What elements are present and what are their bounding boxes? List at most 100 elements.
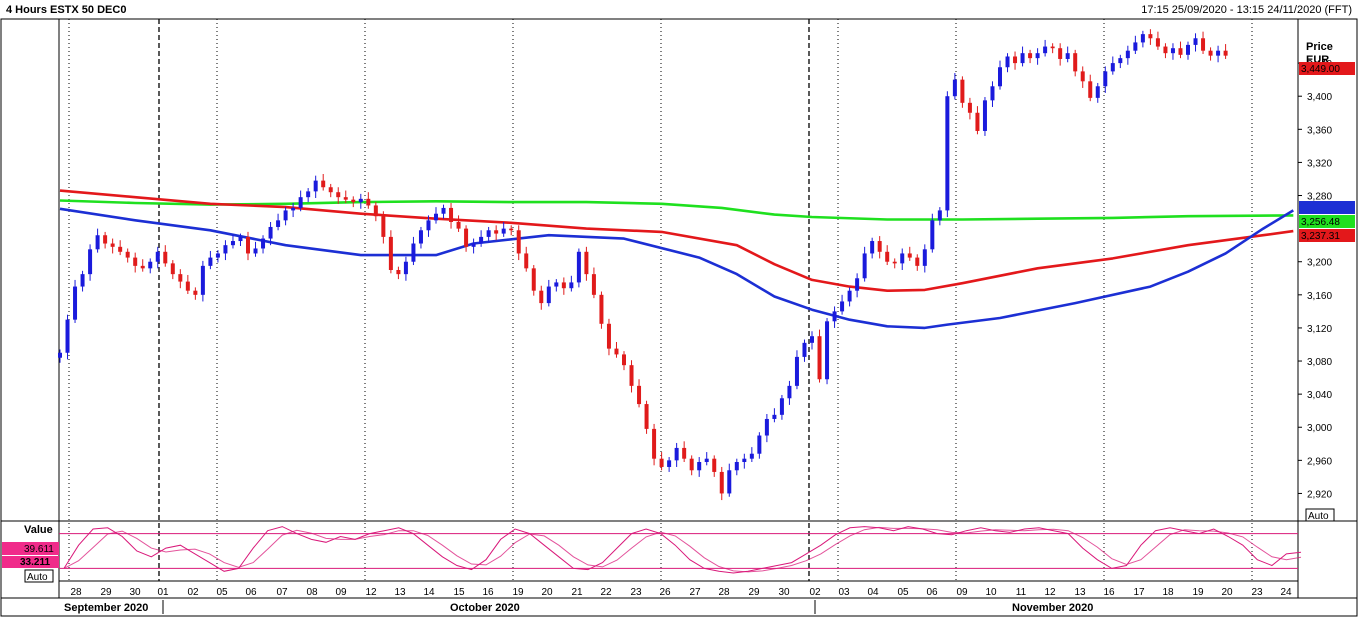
candle-up <box>1095 82 1100 103</box>
stochastic-pane <box>59 526 1302 574</box>
blue-ma-tag <box>1299 201 1355 214</box>
candle-body <box>351 199 356 203</box>
candle-up <box>546 279 551 307</box>
candle-body <box>1103 71 1108 87</box>
candle-down <box>163 245 168 267</box>
candles <box>58 29 1228 501</box>
price-tick-label: 3,080 <box>1307 357 1332 368</box>
indicator-auto-button[interactable]: Auto <box>24 569 54 583</box>
candle-up <box>704 452 709 466</box>
svg-text:Auto: Auto <box>27 572 48 583</box>
candle-body <box>1043 46 1048 54</box>
candle-body <box>358 198 363 203</box>
indicator-value-label: Value <box>24 524 53 536</box>
candle-down <box>1050 43 1055 54</box>
day-separators <box>68 19 1253 581</box>
day-label: 14 <box>423 587 435 598</box>
candle-up <box>58 349 62 363</box>
candle-body <box>772 414 777 419</box>
candle-body <box>952 79 957 97</box>
candle-up <box>418 226 423 249</box>
candle-down <box>1178 41 1183 59</box>
price-tick-label: 3,000 <box>1307 423 1332 434</box>
candle-body <box>1208 50 1213 56</box>
svg-text:Auto: Auto <box>1308 511 1329 522</box>
candle-up <box>982 97 987 136</box>
candle-body <box>757 435 762 454</box>
candle-down <box>185 274 190 294</box>
candle-up <box>945 91 950 218</box>
price-auto-button[interactable]: Auto <box>1305 508 1335 522</box>
candle-body <box>501 228 506 234</box>
candle-down <box>1163 43 1168 59</box>
candle-up <box>1125 45 1130 65</box>
candle-up <box>215 250 220 263</box>
candle-body <box>802 342 807 357</box>
candle-body <box>253 248 258 254</box>
candle-body <box>155 251 160 262</box>
candle-up <box>1020 46 1025 67</box>
candle-down <box>178 269 183 289</box>
candle-body <box>1125 50 1130 59</box>
candle-down <box>644 400 649 434</box>
candle-body <box>915 257 920 266</box>
candle-body <box>396 270 401 275</box>
price-axis-label: Price <box>1306 41 1333 53</box>
candle-down <box>170 260 175 280</box>
candle-body <box>140 265 145 269</box>
svg-text:33.211: 33.211 <box>20 557 50 568</box>
candle-down <box>531 265 536 296</box>
candle-body <box>223 245 228 254</box>
candle-up <box>576 248 581 288</box>
day-label: 30 <box>129 587 141 598</box>
candle-body <box>727 470 732 494</box>
time-axis-labels: 28 29 30 01 02 05 06 07 08 09 12 13 14 15 16 19 20 21 22 23… <box>70 587 1292 598</box>
candle-up <box>283 207 288 226</box>
day-label: 20 <box>541 587 553 598</box>
candle-up <box>825 318 830 385</box>
candle-body <box>373 205 378 217</box>
day-label: 12 <box>365 587 377 598</box>
candle-up <box>441 204 446 219</box>
candle-body <box>193 290 198 295</box>
candle-body <box>637 385 642 405</box>
day-label: 11 <box>1016 587 1027 598</box>
candle-body <box>704 458 709 462</box>
day-label: 29 <box>748 587 760 598</box>
candle-down <box>336 187 341 204</box>
ma-red-line <box>59 189 1294 292</box>
candle-up <box>80 270 85 292</box>
candle-up <box>1103 66 1108 93</box>
candle-up <box>1193 33 1198 52</box>
candle-body <box>1178 48 1183 55</box>
candle-down <box>516 225 521 261</box>
candle-up <box>937 207 942 226</box>
candle-up <box>426 215 431 237</box>
candle-body <box>103 235 108 244</box>
candle-body <box>531 268 536 291</box>
ma-green-line <box>59 199 1294 221</box>
candle-body <box>1095 86 1100 98</box>
candle-down <box>659 452 664 471</box>
candle-down <box>591 267 596 299</box>
candle-up <box>749 447 754 462</box>
candle-down <box>193 287 198 300</box>
price-tick-label: 2,920 <box>1307 489 1332 500</box>
candle-body <box>591 274 596 295</box>
candle-body <box>1201 38 1206 51</box>
indicator-value-tag-1: 39.611 <box>2 542 59 555</box>
candle-body <box>328 187 333 193</box>
candle-up <box>832 306 837 328</box>
day-label: 19 <box>512 587 524 598</box>
candle-up <box>757 432 762 459</box>
candle-up <box>291 202 296 218</box>
candle-down <box>629 360 634 393</box>
candle-body <box>1013 56 1018 64</box>
candle-down <box>509 225 514 236</box>
candle-body <box>1065 53 1070 59</box>
candle-down <box>1028 49 1033 64</box>
candle-down <box>494 225 499 241</box>
candle-down <box>719 466 724 501</box>
candle-body <box>1223 50 1228 56</box>
